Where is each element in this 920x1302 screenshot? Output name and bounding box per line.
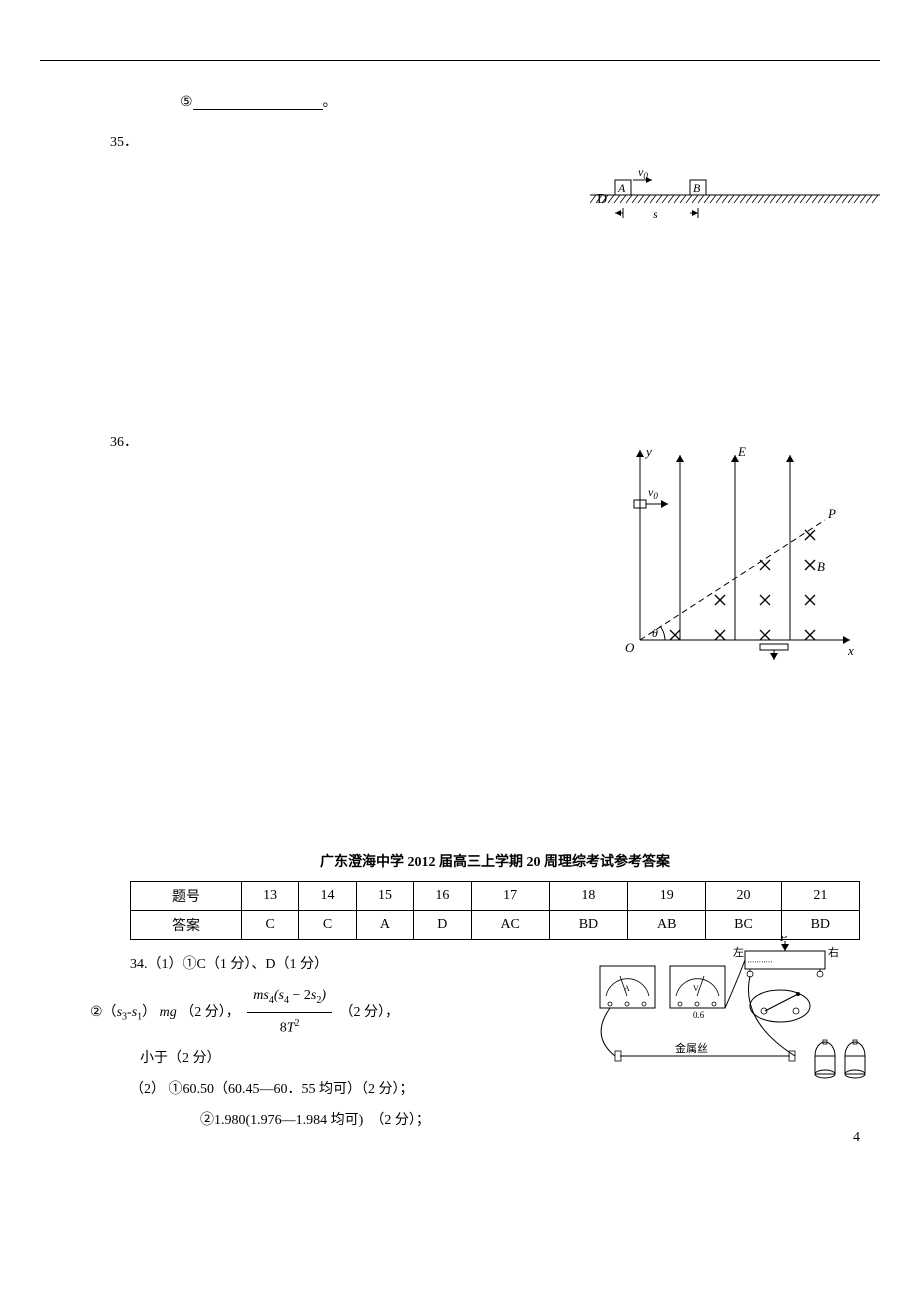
E-head-1	[676, 455, 684, 462]
ans-13: C	[241, 911, 298, 940]
ammeter: A	[600, 966, 655, 1008]
col-20: 20	[706, 882, 781, 911]
cross-field	[670, 530, 815, 640]
fn-close: )	[321, 988, 326, 1003]
table-answer-row: 答案 C C A D AC BD AB BC BD	[131, 911, 860, 940]
O-label: O	[625, 640, 635, 655]
ans-17: AC	[471, 911, 549, 940]
circuit-figure: A V 0.6 P 左 右 ''''''''''' 金属丝	[580, 936, 880, 1096]
q36-num-text: 36．	[110, 435, 138, 450]
s-arrow-right-head	[692, 210, 698, 216]
left-label: 左	[733, 946, 744, 959]
pts2: （2 分），	[339, 1005, 399, 1020]
col-18: 18	[549, 882, 627, 911]
formula-fraction: ms4(s4 − 2s2) 8T2	[247, 981, 332, 1044]
ans-14: C	[299, 911, 356, 940]
fd-8: 8	[280, 1020, 287, 1035]
formula-denominator: 8T2	[247, 1013, 332, 1044]
dashed-OP	[640, 520, 825, 640]
period: 。	[323, 95, 337, 110]
x-label: x	[847, 643, 854, 658]
right-label: 右	[828, 945, 839, 959]
y-arrowhead	[636, 450, 644, 457]
plate-arrow	[770, 653, 778, 660]
col-16: 16	[414, 882, 471, 911]
wire-1	[601, 1008, 615, 1056]
ans-20: BC	[706, 911, 781, 940]
pts1: （2 分），	[180, 1005, 240, 1020]
switch	[750, 990, 810, 1022]
blank-underline	[193, 96, 323, 110]
B-label: B	[817, 559, 825, 574]
mg: mg	[160, 1005, 177, 1020]
fill-blank-5: ⑤。	[180, 91, 860, 111]
wire-3	[748, 976, 795, 1056]
E-head-3	[786, 455, 794, 462]
v0-text: v0	[648, 485, 658, 501]
col-21: 21	[781, 882, 859, 911]
ans-21: BD	[781, 911, 859, 940]
P-label: P	[827, 506, 836, 521]
fn-minus: − 2	[289, 988, 311, 1003]
fd-sup: 2	[295, 1018, 300, 1029]
D-label: D	[597, 192, 607, 207]
wire-label: 金属丝	[675, 1041, 708, 1055]
header-label: 题号	[131, 882, 242, 911]
ans-18: BD	[549, 911, 627, 940]
wire-2	[725, 960, 745, 1008]
v0-label: v0	[638, 170, 648, 181]
marker-2: ②（	[90, 1005, 117, 1020]
q35-num-text: 35．	[110, 135, 138, 150]
label-A: A	[617, 181, 626, 195]
theta-arc	[660, 626, 665, 640]
ans-15: A	[356, 911, 413, 940]
ans-16: D	[414, 911, 471, 940]
ans-19: AB	[628, 911, 706, 940]
scale-06: 0.6	[693, 1010, 705, 1020]
col-14: 14	[299, 882, 356, 911]
svg-text:V: V	[693, 984, 699, 993]
s-label: s	[653, 207, 658, 221]
battery-1	[815, 1040, 835, 1078]
fn-ms: ms	[253, 988, 269, 1003]
hatching	[590, 195, 878, 203]
col-19: 19	[628, 882, 706, 911]
rheostat: P 左 右 '''''''''''	[733, 936, 839, 977]
y-label: y	[644, 444, 652, 459]
svg-text:A: A	[624, 984, 630, 993]
q35-number: 35．	[110, 131, 860, 151]
P-rheo: P	[779, 936, 788, 944]
bottom-plate	[760, 644, 788, 650]
formula-numerator: ms4(s4 − 2s2)	[247, 981, 332, 1013]
top-rule	[40, 60, 880, 61]
s-arrow-left-head	[615, 210, 621, 216]
answer-label: 答案	[131, 911, 242, 940]
battery-2	[845, 1040, 865, 1078]
circled-5: ⑤	[180, 95, 193, 110]
label-B: B	[693, 181, 701, 195]
figure-36: x y O E v0 P θ B	[610, 440, 860, 660]
col-17: 17	[471, 882, 549, 911]
v0-head	[661, 500, 668, 508]
answer-key-title: 广东澄海中学 2012 届高三上学期 20 周理综考试参考答案	[130, 851, 860, 871]
theta-label: θ	[652, 626, 658, 640]
answer-table: 题号 13 14 15 16 17 18 19 20 21 答案 C C A D…	[130, 881, 860, 940]
scale-marks: '''''''''''	[748, 960, 773, 968]
voltmeter: V 0.6	[670, 966, 725, 1020]
table-header-row: 题号 13 14 15 16 17 18 19 20 21	[131, 882, 860, 911]
page-number: 4	[853, 1130, 860, 1146]
close-paren: ）	[142, 1005, 156, 1020]
figure-35: A B v0 D s	[590, 170, 880, 230]
col-13: 13	[241, 882, 298, 911]
col-15: 15	[356, 882, 413, 911]
q34-line5: ②1.980(1.976—1.984 均可) （2 分）；	[200, 1106, 860, 1137]
E-label: E	[737, 444, 746, 459]
fd-T: T	[287, 1020, 295, 1035]
